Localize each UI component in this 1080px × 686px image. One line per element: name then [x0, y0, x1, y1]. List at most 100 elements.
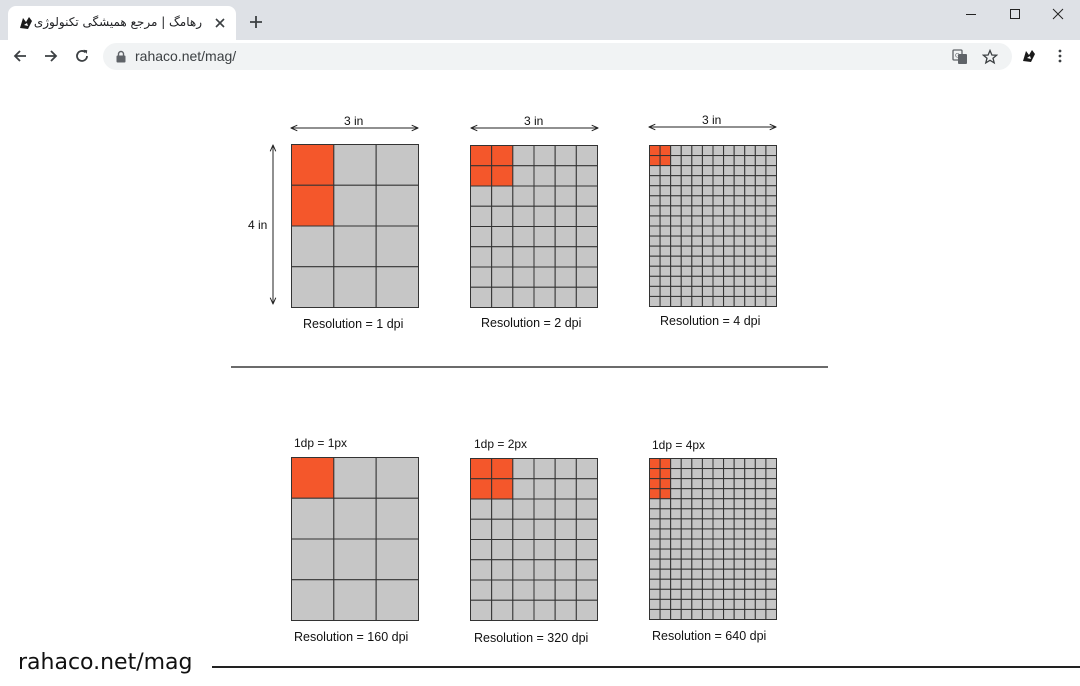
grid-pixel — [649, 285, 661, 297]
grid-pixel — [701, 528, 714, 540]
plus-icon[interactable] — [247, 13, 265, 31]
grid-pixel — [754, 295, 767, 307]
grid-pixel — [765, 295, 777, 307]
grid-pixel — [723, 568, 735, 580]
grid-pixel — [691, 155, 703, 167]
extension-button[interactable] — [1018, 45, 1040, 67]
grid-pixel — [680, 175, 693, 187]
reload-button[interactable] — [71, 45, 93, 67]
bookmark-button[interactable] — [980, 47, 1000, 67]
forward-button[interactable] — [40, 45, 62, 67]
menu-button[interactable] — [1049, 45, 1071, 67]
grid-pixel — [701, 145, 714, 157]
grid-pixel — [491, 266, 514, 288]
grid-pixel — [680, 528, 693, 540]
translate-icon: G — [952, 49, 967, 64]
grid-pixel — [754, 558, 767, 570]
grid-pixel — [733, 548, 746, 560]
grid-pixel — [723, 185, 735, 197]
grid-pixel — [765, 285, 777, 297]
grid-pixel — [733, 215, 746, 227]
grid-pixel — [659, 508, 672, 520]
grid-pixel — [659, 578, 672, 590]
grid-pixel — [701, 578, 714, 590]
grid-pixel — [670, 205, 682, 217]
grid-pixel — [554, 266, 577, 288]
grid-pixel — [691, 225, 703, 237]
address-bar[interactable]: rahaco.net/mag/ G — [103, 43, 1012, 70]
translate-button[interactable]: G — [950, 47, 970, 67]
width-label: 3 in — [702, 113, 722, 127]
grid-pixel — [723, 235, 735, 247]
grid-pixel — [375, 225, 419, 268]
grid-pixel — [533, 478, 556, 500]
grid-pixel — [659, 235, 672, 247]
grid-pixel — [659, 548, 672, 560]
pixel-grid-160dpi — [291, 457, 419, 621]
grid-pixel — [575, 266, 598, 288]
grid-pixel — [670, 275, 682, 287]
grid-pixel — [723, 588, 735, 600]
grid-pixel — [733, 295, 746, 307]
grid-pixel — [333, 497, 377, 540]
grid-pixel — [649, 598, 661, 610]
grid-pixel — [691, 498, 703, 510]
grid-pixel — [659, 205, 672, 217]
back-button[interactable] — [9, 45, 31, 67]
minimize-button[interactable] — [949, 0, 993, 28]
grid-pixel — [375, 457, 419, 499]
grid-pixel — [649, 588, 661, 600]
grid-pixel — [680, 185, 693, 197]
grid-pixel — [575, 246, 598, 268]
grid-pixel — [649, 215, 661, 227]
grid-pixel — [649, 165, 661, 177]
grid-pixel — [733, 265, 746, 277]
grid-pixel — [680, 165, 693, 177]
close-icon[interactable] — [212, 15, 228, 31]
grid-pixel — [701, 478, 714, 490]
grid-pixel — [670, 528, 682, 540]
grid-pixel — [575, 145, 598, 167]
grid-pixel — [470, 599, 493, 621]
resolution-caption: Resolution = 320 dpi — [474, 631, 589, 645]
grid-pixel — [659, 568, 672, 580]
grid-pixel — [533, 205, 556, 227]
grid-pixel — [512, 599, 535, 621]
minimize-icon — [966, 14, 976, 15]
grid-pixel — [754, 518, 767, 530]
grid-pixel — [649, 265, 661, 277]
grid-pixel — [659, 538, 672, 550]
grid-pixel — [744, 295, 756, 307]
grid-pixel — [691, 145, 703, 157]
window-close-button[interactable] — [1036, 0, 1080, 28]
grid-pixel — [575, 205, 598, 227]
grid-pixel — [649, 235, 661, 247]
highlighted-pixel — [470, 165, 493, 187]
grid-pixel — [649, 275, 661, 287]
grid-pixel — [744, 235, 756, 247]
browser-tab[interactable]: رهامگ | مرجع همیشگی تکنولوژی — [8, 6, 236, 40]
star-icon — [982, 49, 998, 65]
grid-pixel — [744, 458, 756, 470]
section-divider — [231, 366, 828, 368]
grid-pixel — [470, 226, 493, 248]
grid-pixel — [533, 518, 556, 540]
maximize-button[interactable] — [993, 0, 1037, 28]
grid-pixel — [659, 285, 672, 297]
grid-pixel — [765, 558, 777, 570]
grid-pixel — [723, 145, 735, 157]
grid-pixel — [701, 608, 714, 620]
grid-pixel — [733, 478, 746, 490]
tab-strip: رهامگ | مرجع همیشگی تکنولوژی — [0, 0, 1080, 40]
grid-pixel — [554, 539, 577, 561]
grid-pixel — [512, 226, 535, 248]
grid-pixel — [701, 195, 714, 207]
grid-pixel — [765, 488, 777, 500]
grid-pixel — [744, 518, 756, 530]
grid-pixel — [649, 508, 661, 520]
grid-pixel — [649, 245, 661, 257]
grid-pixel — [723, 498, 735, 510]
grid-pixel — [470, 266, 493, 288]
pixel-grid-320dpi — [470, 458, 598, 621]
grid-pixel — [533, 145, 556, 167]
